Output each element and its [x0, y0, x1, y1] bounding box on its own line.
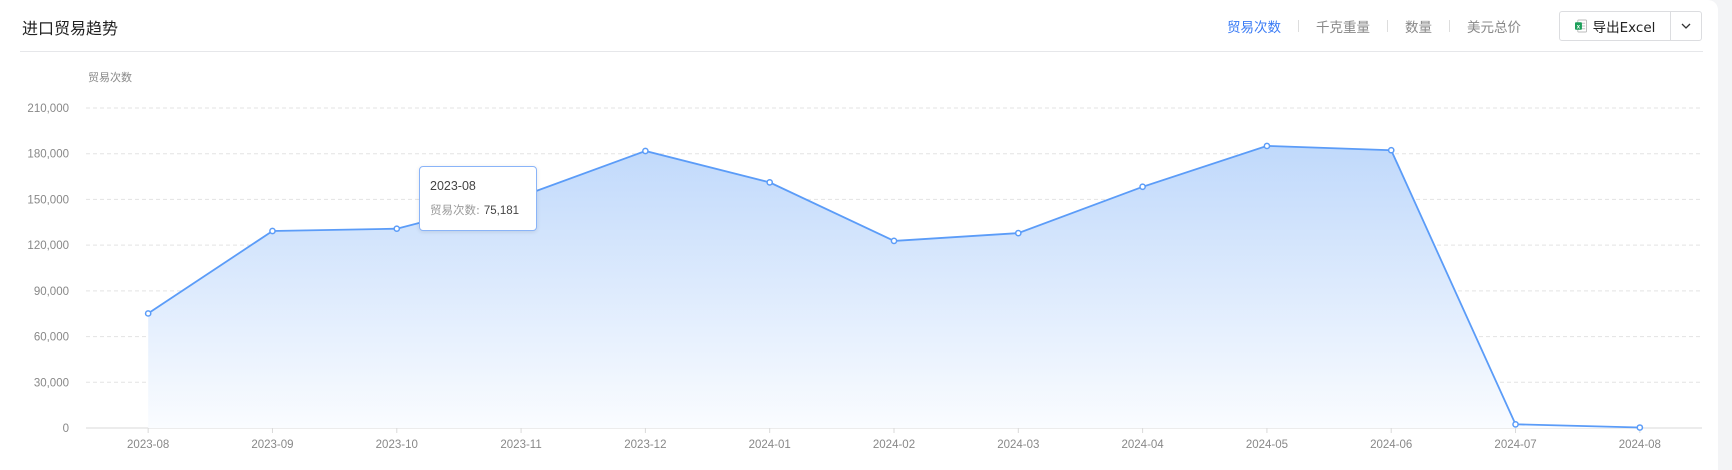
x-tick-label: 2024-01 [749, 439, 791, 451]
tab-separator [1298, 20, 1299, 32]
header-divider [20, 51, 1703, 52]
y-tick-label: 180,000 [27, 149, 69, 161]
excel-icon: x [1574, 19, 1587, 33]
x-tick-label: 2024-02 [873, 439, 915, 451]
chevron-down-icon [1681, 23, 1691, 29]
tooltip-label: 贸易次数: [430, 203, 480, 217]
x-tick-label: 2024-03 [997, 439, 1039, 451]
card-title: 进口贸易趋势 [22, 19, 119, 38]
data-point[interactable] [1636, 424, 1644, 431]
tooltip-value: 75,181 [483, 205, 520, 217]
export-dropdown-button[interactable] [1671, 12, 1701, 40]
tab-weight-kg[interactable]: 千克重量 [1316, 20, 1370, 36]
x-tick-label: 2023-08 [127, 439, 169, 451]
data-point[interactable] [1139, 183, 1146, 191]
data-point[interactable] [1263, 142, 1271, 150]
data-point[interactable] [1387, 146, 1395, 154]
svg-text:x: x [1576, 24, 1580, 30]
x-tick-label: 2024-07 [1494, 439, 1536, 451]
y-tick-label: 60,000 [34, 332, 69, 344]
trade-count-area-chart: 贸易次数 0 30,000 60,000 90,000 120,000 150,000 18… [27, 70, 1702, 451]
y-tick-label: 210,000 [27, 103, 69, 115]
export-label: 导出Excel [1592, 20, 1656, 36]
x-tick-label: 2023-12 [624, 439, 666, 451]
y-tick-label: 150,000 [27, 194, 69, 206]
x-tick-label: 2024-06 [1370, 439, 1412, 451]
x-tick-label: 2023-09 [251, 439, 293, 451]
area-fill [148, 145, 1640, 428]
data-point[interactable] [393, 225, 401, 233]
data-point[interactable] [766, 179, 774, 186]
tooltip-title: 2023-08 [430, 179, 476, 193]
tab-separator [1449, 20, 1450, 32]
tooltip: 2023-08 贸易次数: 75,181 [419, 166, 537, 231]
data-point[interactable] [269, 227, 276, 235]
tab-trade-count[interactable]: 贸易次数 [1227, 20, 1281, 36]
y-tick-label: 0 [63, 423, 69, 435]
x-tick-label: 2024-04 [1122, 439, 1165, 451]
y-tick-label: 90,000 [34, 286, 69, 298]
data-point[interactable] [1014, 229, 1022, 237]
data-point[interactable] [1512, 420, 1519, 428]
export-excel-button[interactable]: x 导出Excel [1560, 12, 1671, 40]
data-point[interactable] [642, 147, 649, 155]
y-axis-title: 贸易次数 [88, 70, 132, 84]
y-tick-label: 30,000 [34, 377, 69, 389]
tab-separator [1387, 20, 1388, 32]
data-point[interactable] [144, 310, 152, 317]
x-tick-label: 2023-10 [376, 439, 418, 451]
metric-tabs: 贸易次数 千克重量 数量 美元总价 [1227, 16, 1521, 36]
tab-quantity[interactable]: 数量 [1405, 20, 1432, 36]
x-tick-label: 2024-05 [1246, 439, 1288, 451]
y-tick-label: 120,000 [27, 240, 69, 252]
x-tick-label: 2023-11 [500, 439, 541, 451]
tab-usd-total[interactable]: 美元总价 [1467, 20, 1521, 36]
data-point[interactable] [890, 237, 898, 245]
export-excel-group: x 导出Excel [1559, 11, 1702, 41]
x-tick-label: 2024-08 [1619, 439, 1661, 451]
